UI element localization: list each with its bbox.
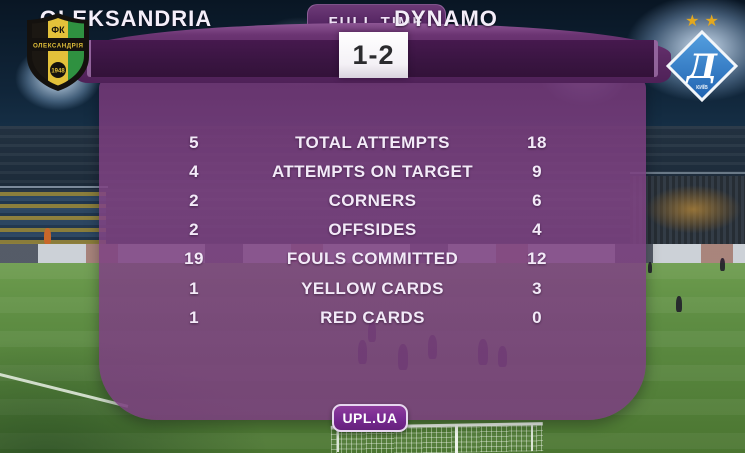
away-stat-value: 4 bbox=[532, 220, 542, 240]
player-silhouette bbox=[648, 262, 652, 273]
away-stat-value: 0 bbox=[532, 307, 542, 327]
away-crest-dynamo: ★ ★ Д КИЇВ bbox=[665, 11, 739, 102]
player-silhouette bbox=[720, 258, 725, 271]
stats-panel bbox=[99, 78, 646, 420]
away-stat-value: 3 bbox=[532, 278, 542, 298]
stand-roof-right bbox=[630, 172, 745, 174]
crest-band-text: ОЛЕКСАНДРІЯ bbox=[33, 43, 84, 50]
stat-row: 1 RED CARDS 0 bbox=[99, 303, 646, 332]
away-stat-value: 12 bbox=[527, 249, 547, 269]
away-stat-value: 18 bbox=[527, 132, 547, 152]
home-crest-oleksandria: ФК ОЛЕКСАНДРІЯ 1948 bbox=[27, 13, 89, 91]
league-badge-label: UPL.UA bbox=[342, 410, 398, 426]
champion-stars: ★ ★ bbox=[685, 11, 719, 30]
home-stat-value: 5 bbox=[189, 132, 199, 152]
crowd-right bbox=[630, 176, 745, 250]
home-stat-value: 2 bbox=[189, 220, 199, 240]
score-value: 1-2 bbox=[352, 39, 395, 70]
stat-row: 5 TOTAL ATTEMPTS 18 bbox=[99, 128, 646, 157]
home-stat-value: 2 bbox=[189, 190, 199, 210]
crest-letter: Д bbox=[685, 47, 718, 87]
away-stat-value: 6 bbox=[532, 190, 542, 210]
stats-table: 5 TOTAL ATTEMPTS 18 4 ATTEMPTS ON TARGET… bbox=[99, 128, 646, 332]
away-team-name: DYNAMO bbox=[394, 5, 498, 31]
player-silhouette bbox=[676, 296, 682, 312]
home-stat-value: 1 bbox=[189, 307, 199, 327]
stat-label: OFFSIDES bbox=[328, 220, 417, 240]
stat-label: TOTAL ATTEMPTS bbox=[295, 132, 450, 152]
stat-label: YELLOW CARDS bbox=[301, 278, 444, 298]
home-stat-value: 4 bbox=[189, 161, 199, 181]
stand-roof-left bbox=[0, 186, 108, 188]
goal-post bbox=[337, 426, 339, 452]
stat-row: 1 YELLOW CARDS 3 bbox=[99, 274, 646, 303]
crest-diamond bbox=[665, 29, 739, 102]
crest-city-text: КИЇВ bbox=[696, 84, 708, 91]
goal-post bbox=[455, 424, 458, 453]
crest-top-text: ФК bbox=[51, 25, 65, 35]
crest-stripe-green bbox=[68, 18, 84, 86]
score-box: 1-2 bbox=[339, 32, 408, 78]
stat-row: 2 OFFSIDES 4 bbox=[99, 216, 646, 245]
home-stat-value: 1 bbox=[189, 278, 199, 298]
crest-stripe-black bbox=[32, 18, 48, 86]
stat-row: 2 CORNERS 6 bbox=[99, 186, 646, 215]
crest-year-text: 1948 bbox=[51, 69, 65, 75]
stat-label: FOULS COMMITTED bbox=[286, 249, 459, 269]
away-stat-value: 9 bbox=[532, 161, 542, 181]
stat-label: RED CARDS bbox=[320, 307, 425, 327]
stat-label: CORNERS bbox=[328, 190, 417, 210]
stat-row: 19 FOULS COMMITTED 12 bbox=[99, 245, 646, 274]
stat-label: ATTEMPTS ON TARGET bbox=[271, 161, 474, 181]
home-stat-value: 19 bbox=[184, 249, 204, 269]
goal-post bbox=[531, 425, 533, 451]
stand-seats-left bbox=[0, 192, 106, 250]
steward-silhouette bbox=[44, 228, 51, 244]
league-badge: UPL.UA bbox=[332, 404, 408, 432]
stat-row: 4 ATTEMPTS ON TARGET 9 bbox=[99, 157, 646, 186]
